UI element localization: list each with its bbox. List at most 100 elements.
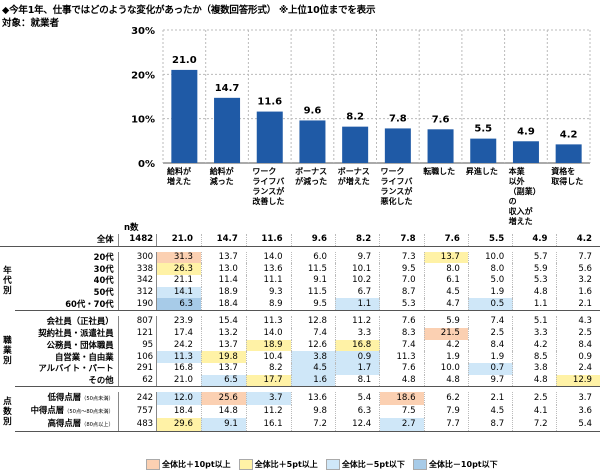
value-cell: 5.3: [379, 298, 425, 312]
value-cell: 4.1: [512, 405, 557, 419]
value-cell: 2.1: [556, 298, 600, 312]
value-cell: 2.5: [468, 327, 514, 340]
n-cell: 1482: [117, 234, 158, 247]
n-header: n数: [124, 223, 139, 233]
value-cell: 14.7: [201, 234, 247, 247]
value-cell: 11.2: [246, 405, 292, 419]
row-label-text: 契約社員・派遣社員: [38, 328, 114, 339]
row-label-text: 自営業・自由業: [55, 351, 114, 362]
value-cell: 7.5: [379, 405, 425, 419]
bar: [384, 128, 411, 163]
row-label: その他: [14, 374, 119, 388]
value-cell: 3.3: [512, 327, 557, 340]
value-cell: 21.1: [156, 275, 202, 287]
table-row: 公務員・団体職員 95 24.2 13.7 18.9 12.6 16.8 7.4 4.2 8.4 4…: [0, 339, 600, 352]
value-cell: 11.3: [379, 351, 425, 363]
n-cell: 121: [117, 327, 158, 340]
value-cell: 8.2: [246, 362, 292, 375]
row-label-text: 60代・70代: [65, 298, 114, 309]
category-label: 給料が 減った: [209, 167, 234, 186]
value-cell: 7.6: [379, 316, 425, 328]
value-cell: 5.3: [512, 275, 557, 287]
y-tick-label: 0%: [138, 159, 155, 170]
value-cell: 1.9: [468, 286, 514, 299]
value-cell: 3.7: [578, 393, 592, 404]
category-label: ボーナス が減った: [295, 167, 328, 186]
value-cell: 21.5: [424, 327, 469, 340]
value-cell: 9.7: [335, 251, 381, 264]
value-cell: 12.0: [156, 392, 202, 406]
value-cell: 4.9: [512, 234, 557, 247]
page-title: ◆今年1年、仕事ではどのような変化があったか（複数回答形式） ※上位10位までを…: [2, 5, 376, 16]
value-cell: 14.1: [156, 286, 202, 299]
value-cell: 4.5: [291, 362, 336, 375]
value-cell: 13.7: [424, 251, 469, 264]
data-label: 8.2: [346, 112, 364, 123]
value-cell: 1.6: [291, 374, 336, 388]
legend-swatch: [146, 459, 160, 470]
bar: [171, 69, 198, 163]
value-cell: 19.8: [201, 351, 247, 363]
category-label: 転職した: [423, 167, 456, 176]
value-cell: 5.9: [512, 263, 557, 276]
table-row: 30代 338 26.3 13.0 13.6 11.5 10.1 9.5 8.0 8.0 5.9 5.…: [0, 263, 600, 276]
value-cell: 11.3: [156, 351, 202, 363]
group-label: 点数別: [3, 397, 12, 427]
value-cell: 6.3: [156, 298, 202, 312]
row-label-text: 全体: [96, 234, 114, 245]
data-label: 9.6: [304, 105, 322, 116]
value-cell: 18.9: [201, 286, 247, 299]
n-cell: 190: [117, 298, 158, 312]
value-cell: 6.1: [424, 275, 469, 287]
value-cell: 7.0: [379, 275, 425, 287]
legend-item: 全体比＋5pt以上: [238, 459, 318, 470]
category-label: ワーク ライフバ ランスが 悪化した: [380, 167, 413, 206]
bar: [214, 97, 241, 163]
row-label: 全体: [14, 234, 119, 247]
value-cell: 1.9: [468, 351, 514, 363]
table-row: 契約社員・派遣社員 121 17.4 13.2 14.0 7.4 3.3 8.3 21.5 2.5…: [0, 327, 600, 340]
value-cell: 8.2: [335, 234, 381, 247]
value-cell: 7.4: [468, 316, 514, 328]
bar: [342, 126, 369, 163]
value-cell: 24.2: [156, 339, 202, 352]
data-label: 4.2: [560, 129, 578, 140]
value-cell: 4.5: [468, 405, 514, 419]
value-cell: 11.4: [201, 275, 247, 287]
table-row: 中得点層（50点～80点未満） 757 18.4 14.8 11.2 9.8 6.3 7.5 7…: [0, 405, 600, 419]
data-label: 7.6: [432, 114, 450, 125]
value-cell: 6.5: [201, 374, 247, 388]
value-cell: 12.8: [291, 316, 336, 328]
value-cell: 9.5: [291, 298, 336, 312]
value-cell: 9.5: [379, 263, 425, 276]
data-label: 4.9: [517, 126, 535, 137]
value-cell: 1.6: [578, 287, 592, 298]
n-cell: 95: [117, 339, 158, 352]
value-cell: 29.6: [156, 418, 202, 433]
value-cell: 5.4: [556, 418, 600, 433]
value-cell: 8.5: [512, 351, 557, 363]
category-label: ボーナス が増えた: [337, 167, 370, 186]
value-cell: 6.7: [335, 286, 381, 299]
row-label: 中得点層（50点～80点未満）: [15, 405, 118, 418]
table-row: 高得点層（80点以上） 483 29.6 9.1 16.1 7.2 12.4 2.7 7.7 8.…: [0, 418, 600, 433]
value-cell: 12.4: [335, 418, 381, 433]
y-tick-label: 30%: [131, 26, 155, 37]
value-cell: 1.9: [424, 351, 469, 363]
value-cell: 9.3: [246, 286, 292, 299]
value-cell: 9.6: [291, 234, 336, 247]
value-cell: 18.4: [201, 298, 247, 312]
value-cell: 2.7: [379, 418, 425, 433]
value-cell: 5.0: [468, 275, 514, 287]
value-cell: 4.8: [512, 374, 557, 388]
data-label: 7.8: [389, 113, 407, 124]
row-label: 30代: [15, 263, 118, 275]
group-cell: [0, 234, 15, 247]
row-label: 公務員・団体職員: [15, 340, 118, 352]
row-label-text: 公務員・団体職員: [46, 339, 114, 350]
row-label-text: 50代: [93, 287, 114, 298]
value-cell: 11.6: [246, 234, 292, 247]
value-cell: 11.5: [291, 286, 336, 299]
value-cell: 23.9: [156, 316, 202, 328]
bar: [555, 144, 582, 163]
